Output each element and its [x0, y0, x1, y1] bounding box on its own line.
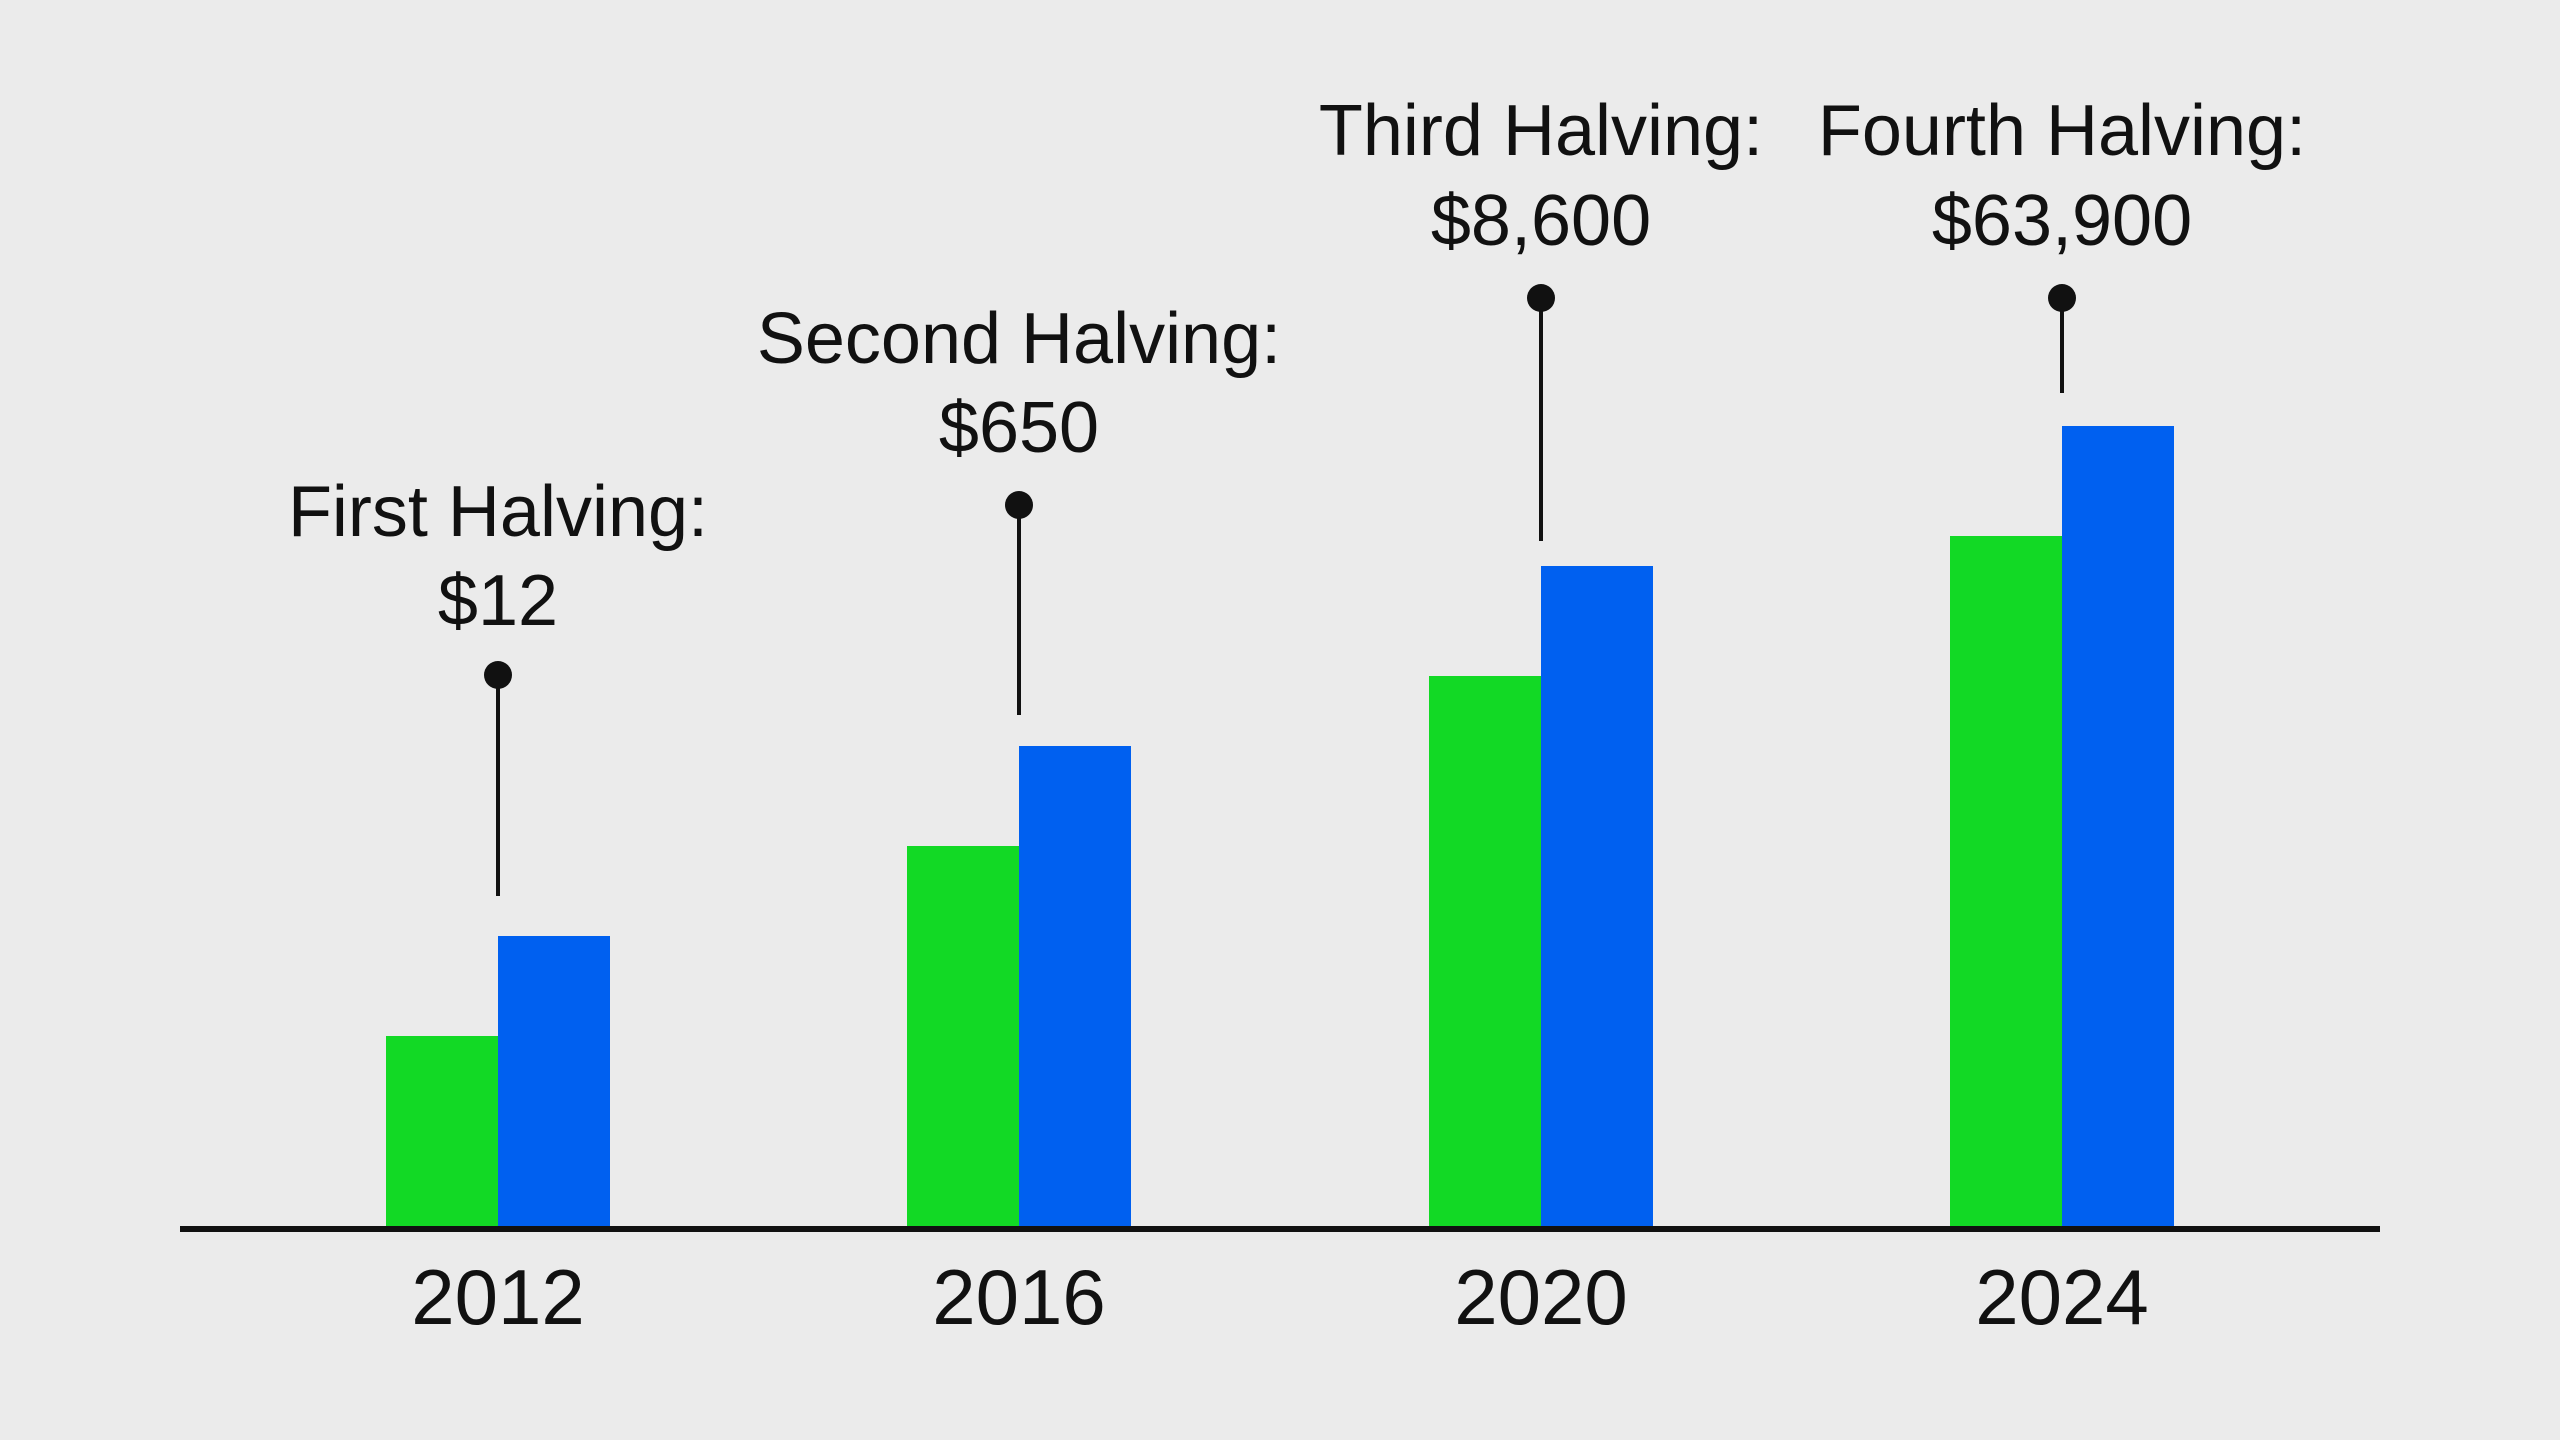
annotation-title: Fourth Halving: [1818, 91, 2306, 171]
annotation-title: First Halving: [288, 472, 708, 552]
annotation-marker-dot [1005, 491, 1033, 519]
bar-2020-series-1 [1429, 676, 1541, 1226]
x-tick-label-2012: 2012 [411, 1253, 585, 1341]
annotation-price: $63,900 [1932, 181, 2192, 261]
x-tick-label-2024: 2024 [1975, 1253, 2149, 1341]
annotation-marker-dot [484, 661, 512, 689]
x-tick-label-2020: 2020 [1454, 1253, 1628, 1341]
annotation-title: Second Halving: [757, 299, 1281, 379]
annotation-2024: Fourth Halving: $63,900 [1818, 91, 2306, 393]
annotation-title: Third Halving: [1319, 91, 1763, 171]
x-tick-label-2016: 2016 [932, 1253, 1106, 1341]
bar-2024-series-1 [1950, 536, 2062, 1226]
annotation-2016: Second Halving: $650 [757, 299, 1281, 715]
annotation-price: $8,600 [1431, 181, 1651, 261]
annotation-2012: First Halving: $12 [288, 472, 708, 896]
x-tick-labels: 2012 2016 2020 2024 [411, 1253, 2149, 1341]
annotation-price: $12 [438, 561, 558, 641]
bar-2024-series-2 [2062, 426, 2174, 1226]
bar-2020-series-2 [1541, 566, 1653, 1226]
bar-2016-series-2 [1019, 746, 1131, 1226]
bars-layer [386, 426, 2174, 1226]
annotation-2020: Third Halving: $8,600 [1319, 91, 1763, 541]
bar-2016-series-1 [907, 846, 1019, 1226]
annotation-price: $650 [939, 388, 1099, 468]
bar-2012-series-2 [498, 936, 610, 1226]
annotations-layer: First Halving: $12 Second Halving: $650 Thir… [288, 91, 2306, 896]
annotation-marker-dot [1527, 284, 1555, 312]
annotation-marker-dot [2048, 284, 2076, 312]
bar-2012-series-1 [386, 1036, 498, 1226]
